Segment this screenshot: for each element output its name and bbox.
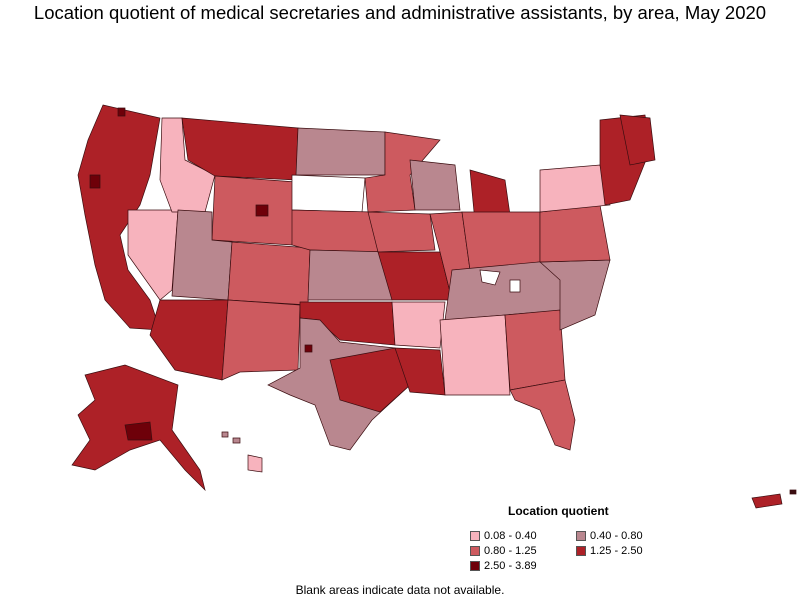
region-florida — [509, 379, 576, 451]
region-iowa — [367, 211, 436, 253]
alaska — [71, 364, 206, 492]
region-mississippi-alabama — [439, 314, 511, 396]
region-north-dakota — [295, 127, 386, 176]
patch-high-1 — [89, 174, 101, 189]
hawaii — [221, 431, 263, 473]
legend-swatch — [470, 546, 480, 556]
region-new-mexico — [221, 299, 301, 381]
patch-high-3 — [304, 344, 313, 353]
legend-item-0: 0.08 - 0.40 — [470, 530, 537, 542]
region-puerto-rico — [751, 493, 783, 509]
legend-item-1: 0.40 - 0.80 — [576, 530, 643, 542]
legend-swatch — [470, 531, 480, 541]
region-wisconsin — [409, 159, 461, 211]
patch-blank-2 — [509, 279, 521, 293]
legend-swatch — [576, 531, 586, 541]
region-south-dakota-blank — [291, 174, 366, 213]
region-montana — [181, 117, 299, 181]
contiguous-us — [77, 104, 656, 451]
region-hawaii-1 — [221, 431, 229, 438]
patch-high-2 — [255, 204, 269, 217]
legend-item-3: 1.25 - 2.50 — [576, 545, 643, 557]
region-indiana-ohio — [461, 211, 541, 271]
legend-swatch — [470, 561, 480, 571]
region-nebraska — [291, 209, 379, 253]
legend-item-2: 0.80 - 1.25 — [470, 545, 537, 557]
legend-label: 0.08 - 0.40 — [484, 530, 537, 542]
map-title: Location quotient of medical secretaries… — [33, 2, 767, 23]
region-maine-top — [619, 114, 656, 166]
region-colorado — [227, 241, 311, 306]
region-idaho — [159, 117, 216, 213]
legend-label: 0.40 - 0.80 — [590, 530, 643, 542]
footnote: Blank areas indicate data not available. — [295, 583, 505, 597]
region-minnesota — [364, 131, 441, 213]
region-nevada — [127, 209, 179, 301]
legend-label: 1.25 - 2.50 — [590, 545, 643, 557]
region-hawaii-big — [247, 454, 263, 473]
legend-label: 2.50 - 3.89 — [484, 560, 537, 572]
region-georgia — [504, 309, 566, 391]
region-texas-east — [329, 347, 411, 413]
legend-title: Location quotient — [508, 504, 609, 518]
region-hawaii-2 — [232, 437, 241, 444]
legend-swatch — [576, 546, 586, 556]
legend-item-4: 2.50 - 3.89 — [470, 560, 537, 572]
region-arkansas — [391, 301, 446, 349]
region-arizona — [149, 299, 229, 381]
puerto-rico — [751, 489, 797, 509]
region-virgin-islands — [789, 489, 797, 495]
region-mid-atlantic — [539, 204, 611, 263]
region-alaska-high — [124, 421, 153, 441]
patch-blank-1 — [479, 269, 501, 286]
region-wyoming — [211, 175, 297, 246]
region-new-york — [539, 164, 611, 213]
legend-label: 0.80 - 1.25 — [484, 545, 537, 557]
patch-high-4 — [117, 107, 126, 117]
